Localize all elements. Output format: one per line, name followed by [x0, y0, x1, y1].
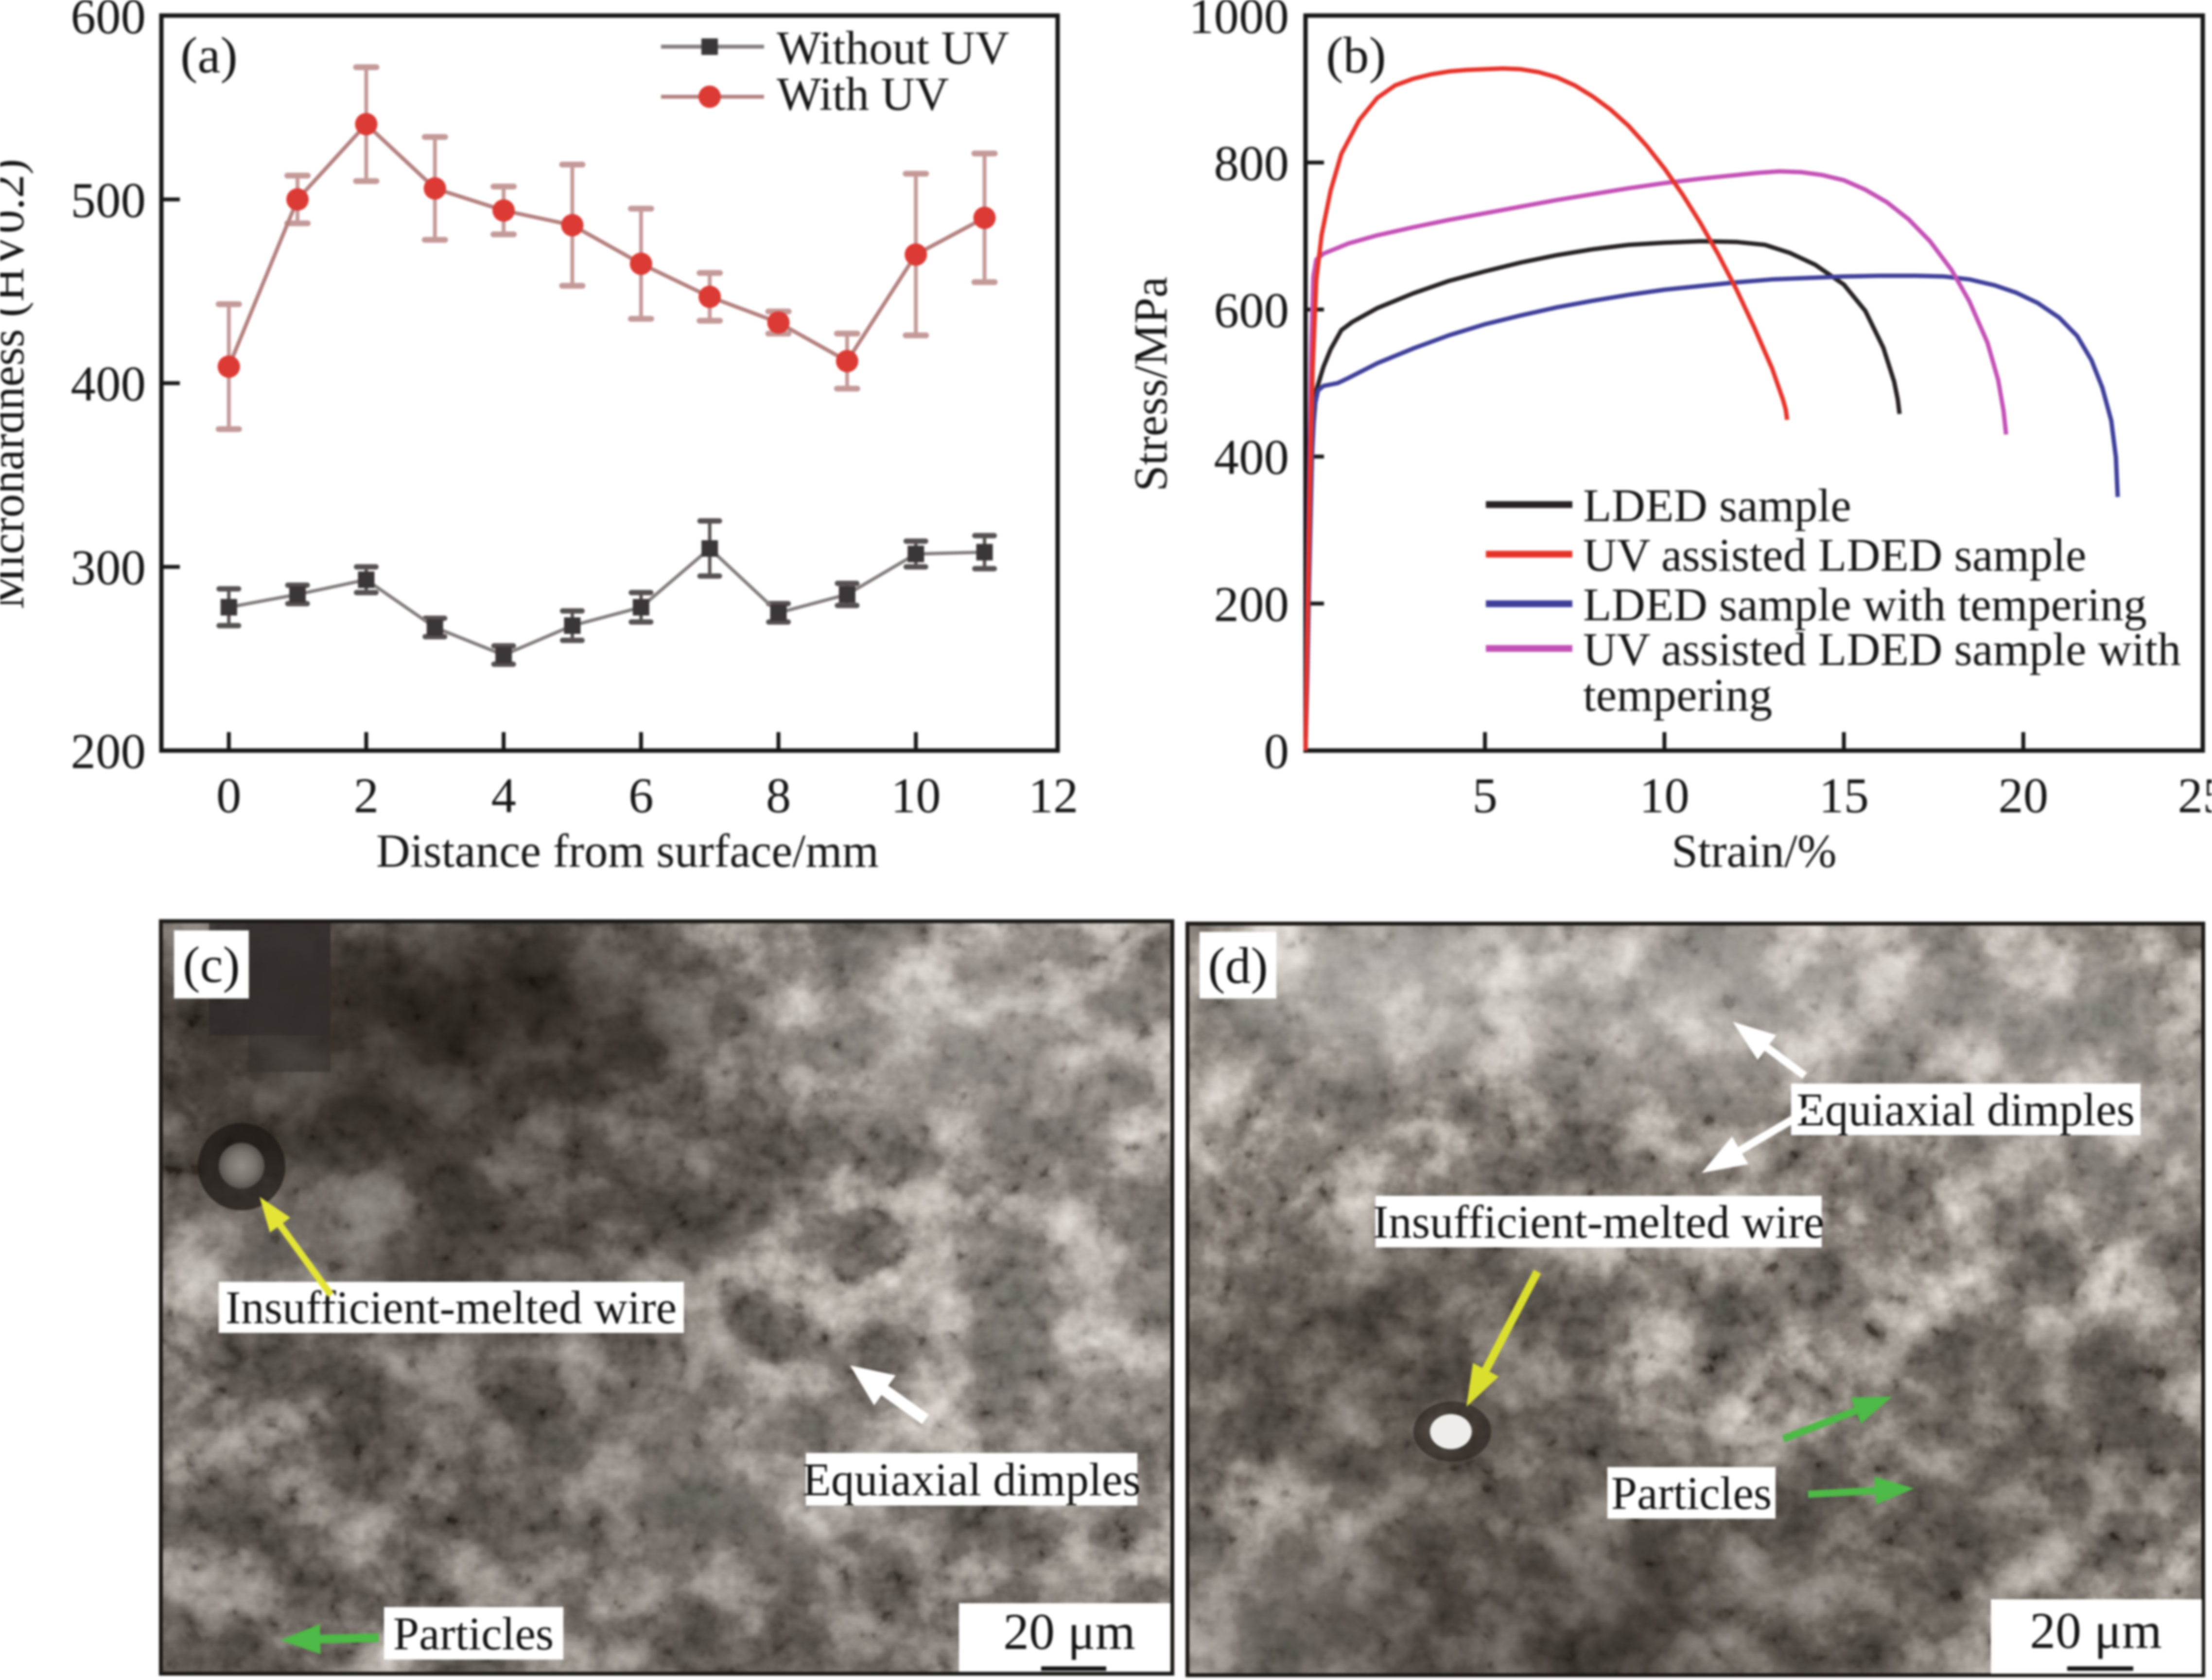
svg-text:UV assisted LDED sample: UV assisted LDED sample — [1583, 529, 2086, 581]
svg-text:0: 0 — [1264, 724, 1289, 779]
svg-text:4: 4 — [491, 768, 516, 823]
svg-text:LDED sample with tempering: LDED sample with tempering — [1583, 578, 2147, 630]
svg-text:400: 400 — [71, 356, 146, 412]
svg-text:25: 25 — [2178, 768, 2212, 823]
svg-text:10: 10 — [1639, 768, 1689, 823]
svg-text:(c): (c) — [183, 936, 240, 993]
svg-text:400: 400 — [1214, 430, 1289, 485]
svg-text:LDED sample: LDED sample — [1583, 479, 1851, 531]
svg-text:5: 5 — [1472, 768, 1498, 823]
svg-text:Insufficient-melted wire: Insufficient-melted wire — [226, 1281, 677, 1333]
svg-text:Stress/MPa: Stress/MPa — [1125, 277, 1177, 491]
svg-text:(b): (b) — [1326, 27, 1386, 84]
svg-text:Distance from surface/mm: Distance from surface/mm — [376, 825, 879, 877]
svg-text:6: 6 — [628, 768, 654, 823]
svg-text:Strain/%: Strain/% — [1672, 825, 1836, 877]
svg-text:300: 300 — [71, 540, 146, 595]
svg-text:Equiaxial dimples: Equiaxial dimples — [802, 1453, 1141, 1505]
svg-text:600: 600 — [1214, 283, 1289, 338]
svg-text:Particles: Particles — [393, 1608, 554, 1660]
svg-text:(d): (d) — [1208, 937, 1268, 994]
svg-text:10: 10 — [891, 768, 941, 823]
svg-text:UV assisted LDED sample with: UV assisted LDED sample with — [1583, 623, 2181, 675]
svg-text:600: 600 — [71, 0, 146, 44]
svg-text:Particles: Particles — [1611, 1467, 1772, 1519]
svg-text:20 μm: 20 μm — [1003, 1603, 1135, 1660]
svg-text:1000: 1000 — [1189, 0, 1289, 44]
svg-text:800: 800 — [1214, 136, 1289, 191]
svg-text:(a): (a) — [180, 27, 238, 84]
svg-text:200: 200 — [71, 724, 146, 779]
svg-text:Microhardness (HV0.2): Microhardness (HV0.2) — [0, 159, 34, 610]
svg-text:Without UV: Without UV — [777, 22, 1009, 74]
svg-text:With UV: With UV — [777, 68, 949, 120]
svg-text:Equiaxial dimples: Equiaxial dimples — [1796, 1084, 2135, 1136]
svg-text:20: 20 — [1998, 768, 2048, 823]
svg-text:500: 500 — [71, 173, 146, 228]
svg-text:20 μm: 20 μm — [2030, 1602, 2162, 1659]
svg-text:tempering: tempering — [1583, 669, 1772, 721]
svg-text:200: 200 — [1214, 577, 1289, 632]
svg-text:2: 2 — [354, 768, 379, 823]
svg-text:15: 15 — [1819, 768, 1869, 823]
svg-text:8: 8 — [766, 768, 791, 823]
svg-text:Insufficient-melted wire: Insufficient-melted wire — [1373, 1196, 1825, 1248]
svg-text:0: 0 — [216, 768, 242, 823]
svg-text:12: 12 — [1028, 768, 1079, 823]
